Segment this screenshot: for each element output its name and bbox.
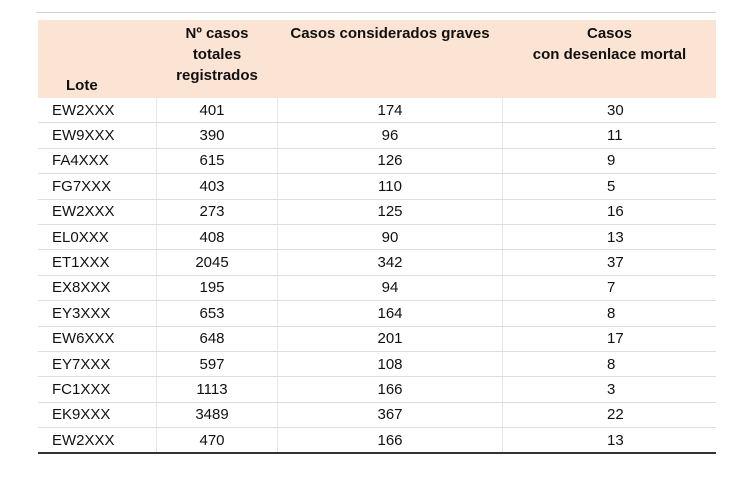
table-cell: 16 xyxy=(502,199,716,225)
table-cell: FC1XXX xyxy=(38,376,157,403)
table-row: EY3XXX 653 164 8 xyxy=(38,300,716,327)
top-rule xyxy=(36,12,716,13)
table-row: EW2XXX 273 125 16 xyxy=(38,199,716,225)
table-cell: 96 xyxy=(277,122,503,149)
table-row: EY7XXX 597 108 8 xyxy=(38,351,716,378)
table-cell: EW6XXX xyxy=(38,326,157,352)
table-cell: 408 xyxy=(156,224,278,251)
table-cell: 390 xyxy=(156,122,278,149)
table-cell: 11 xyxy=(502,122,716,149)
table-row: FA4XXX 615 126 9 xyxy=(38,148,716,175)
table-cell: 8 xyxy=(502,351,716,378)
table-cell: EW2XXX xyxy=(38,427,157,455)
table-cell: EW2XXX xyxy=(38,98,157,124)
table-cell: EY7XXX xyxy=(38,351,157,378)
header-cell: Casos con desenlace mortal xyxy=(502,20,716,98)
table-cell: 37 xyxy=(502,249,716,276)
table-cell: EW9XXX xyxy=(38,122,157,149)
table-row: EW2XXX 401 174 30 xyxy=(38,98,716,124)
table-row: EK9XXX 3489 367 22 xyxy=(38,402,716,429)
table-cell: 126 xyxy=(277,148,503,175)
table-cell: 90 xyxy=(277,224,503,251)
header-cell: Nº casos totales registrados xyxy=(156,20,278,98)
table-cell: 615 xyxy=(156,148,278,175)
table-body: EW2XXX 401 174 30 EW9XXX 390 96 11 FA4XXX 615 126 9… xyxy=(38,98,716,455)
table-row: FC1XXX 1113 166 3 xyxy=(38,376,716,403)
data-table: Lote Nº casos totales registrados Casos … xyxy=(38,20,716,455)
table-cell: 94 xyxy=(277,275,503,302)
table-cell: 125 xyxy=(277,199,503,225)
table-cell: 13 xyxy=(502,427,716,455)
table-row: FG7XXX 403 110 5 xyxy=(38,173,716,200)
table-cell: 342 xyxy=(277,249,503,276)
table-row: EL0XXX 408 90 13 xyxy=(38,224,716,251)
table-row: EW2XXX 470 166 13 xyxy=(38,427,716,455)
table-cell: 164 xyxy=(277,300,503,327)
table-cell: 166 xyxy=(277,376,503,403)
header-cell: Casos considerados graves xyxy=(277,20,503,98)
table-cell: FA4XXX xyxy=(38,148,157,175)
table-cell: 30 xyxy=(502,98,716,124)
table-cell: 166 xyxy=(277,427,503,455)
table-row: EW9XXX 390 96 11 xyxy=(38,122,716,149)
table-cell: 403 xyxy=(156,173,278,200)
table-cell: EW2XXX xyxy=(38,199,157,225)
table-cell: 17 xyxy=(502,326,716,352)
table-row: EW6XXX 648 201 17 xyxy=(38,326,716,352)
table-cell: 1113 xyxy=(156,376,278,403)
header-row: Lote Nº casos totales registrados Casos … xyxy=(38,20,716,98)
table-cell: EK9XXX xyxy=(38,402,157,429)
table-cell: 174 xyxy=(277,98,503,124)
table-cell: 9 xyxy=(502,148,716,175)
table-header: Lote Nº casos totales registrados Casos … xyxy=(38,20,716,98)
table-row: ET1XXX 2045 342 37 xyxy=(38,249,716,276)
table-cell: 648 xyxy=(156,326,278,352)
table-cell: 3 xyxy=(502,376,716,403)
table-cell: EY3XXX xyxy=(38,300,157,327)
table-cell: EX8XXX xyxy=(38,275,157,302)
table-cell: FG7XXX xyxy=(38,173,157,200)
table-cell: 8 xyxy=(502,300,716,327)
table-cell: EL0XXX xyxy=(38,224,157,251)
table-cell: 13 xyxy=(502,224,716,251)
table-cell: 401 xyxy=(156,98,278,124)
table-cell: 3489 xyxy=(156,402,278,429)
table-cell: 653 xyxy=(156,300,278,327)
table-row: EX8XXX 195 94 7 xyxy=(38,275,716,302)
table-cell: 5 xyxy=(502,173,716,200)
header-cell: Lote xyxy=(66,77,98,94)
table-cell: 7 xyxy=(502,275,716,302)
table-cell: 201 xyxy=(277,326,503,352)
table-cell: 367 xyxy=(277,402,503,429)
table-cell: 273 xyxy=(156,199,278,225)
table-cell: 110 xyxy=(277,173,503,200)
table-cell: 195 xyxy=(156,275,278,302)
table-cell: 108 xyxy=(277,351,503,378)
table-cell: 470 xyxy=(156,427,278,455)
table-cell: 2045 xyxy=(156,249,278,276)
table-cell: 22 xyxy=(502,402,716,429)
table-cell: ET1XXX xyxy=(38,249,157,276)
table-cell: 597 xyxy=(156,351,278,378)
